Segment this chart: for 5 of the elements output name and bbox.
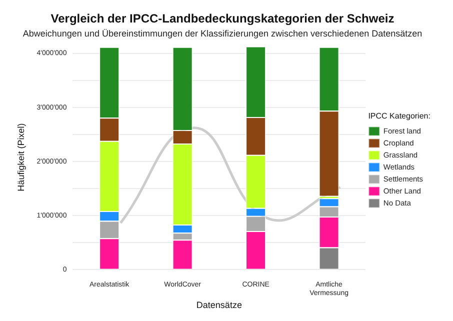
- legend-title: IPCC Kategorien:: [368, 111, 430, 120]
- x-axis-title: Datensätze: [196, 300, 242, 310]
- chart-title: Vergleich der IPCC-Landbedeckungskategorien der Schweiz: [50, 12, 394, 26]
- chart-subtitle: Abweichungen und Übereinstimmungen der Klassifizierungen zwischen verschiedenen Datensätzen: [22, 28, 422, 38]
- y-axis-title: Häufigkeit (Pixel): [16, 123, 26, 192]
